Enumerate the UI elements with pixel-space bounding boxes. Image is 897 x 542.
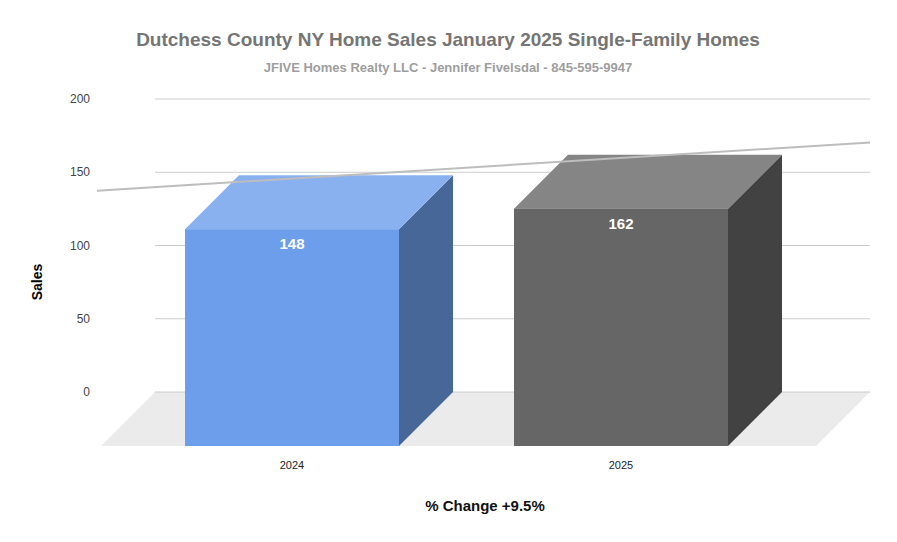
title: Dutchess County NY Home Sales January 20… (136, 29, 760, 50)
bar (185, 229, 399, 446)
bar (514, 209, 728, 446)
annotation: % Change +9.5% (425, 497, 545, 514)
grid-line (155, 99, 870, 100)
y-tick-label: 150 (70, 165, 90, 179)
y-tick-label: 100 (70, 239, 90, 253)
y-tick-label: 200 (70, 92, 90, 106)
data-label: 162 (608, 215, 633, 232)
y-tick-label: 0 (83, 385, 90, 399)
data-label: 148 (279, 235, 304, 252)
plot-area (97, 143, 870, 446)
y-tick-label: 50 (77, 312, 91, 326)
chart-svg: Dutchess County NY Home Sales January 20… (0, 0, 897, 542)
trendline (97, 143, 870, 191)
subtitle: JFIVE Homes Realty LLC - Jennifer Fivels… (264, 60, 632, 75)
x-tick-label: 2024 (280, 459, 304, 471)
y-axis-label: Sales (29, 263, 45, 300)
x-tick-label: 2025 (609, 459, 633, 471)
